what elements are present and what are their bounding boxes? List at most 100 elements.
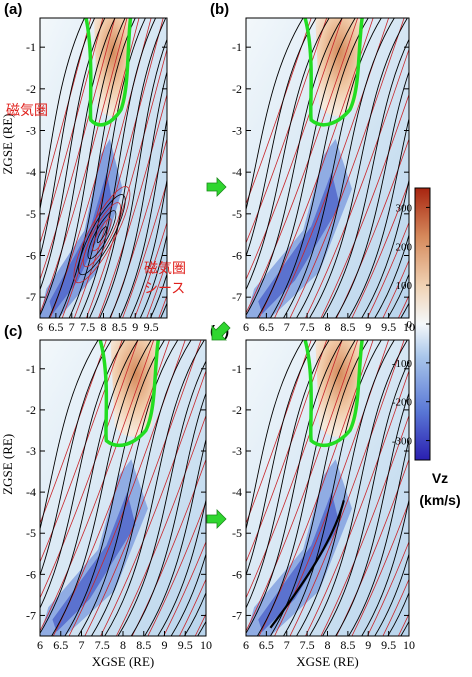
field-line — [109, 70, 167, 318]
x-tick-label: 6 — [37, 320, 43, 334]
field-line — [40, 18, 85, 212]
flow-line — [73, 18, 164, 318]
flow-line — [289, 340, 405, 636]
y-tick-label: -1 — [232, 362, 242, 376]
field-line — [139, 232, 167, 318]
vz-negative-core — [258, 492, 340, 632]
y-tick-label: -4 — [26, 165, 36, 179]
x-tick-label: 8 — [325, 320, 331, 334]
field-line — [246, 18, 343, 316]
panel-d: -1-2-3-4-5-6-766.577.588.599.510(d)XGSE … — [210, 323, 472, 669]
flow-line — [367, 540, 409, 636]
y-tick-label: -2 — [232, 82, 242, 96]
y-tick-label: -7 — [26, 608, 36, 622]
vz-negative-band — [246, 138, 352, 318]
vortex-contour — [73, 186, 131, 284]
x-tick-label: 6.5 — [48, 320, 63, 334]
flow-line — [40, 18, 128, 315]
field-line — [130, 392, 206, 636]
field-line — [335, 70, 409, 318]
panel-b: -1 -2 -3 -4 -5 -6 -7 6 6.5 7 7.5 8 8.5 9 9.5 10 (b) — [210, 1, 472, 334]
plot-area — [246, 340, 472, 636]
colorbar-title: Vz — [432, 470, 448, 486]
flow-line — [305, 369, 409, 636]
field-line — [144, 437, 206, 636]
flow-line — [320, 414, 409, 636]
vz-positive-region — [93, 18, 133, 116]
field-line — [400, 620, 409, 636]
field-line — [427, 340, 472, 636]
field-line — [348, 116, 409, 318]
field-line — [387, 272, 409, 318]
field-line — [246, 18, 317, 258]
flow-line — [367, 221, 409, 318]
arrow-a-to-b — [206, 177, 227, 197]
x-tick-label: 7 — [79, 638, 85, 652]
flow-line — [147, 500, 206, 636]
field-line — [78, 18, 156, 318]
y-tick-label: -5 — [26, 526, 36, 540]
y-tick-label: -6 — [26, 249, 36, 263]
x-tick-label: 10 — [200, 638, 212, 652]
flow-line — [246, 18, 343, 281]
region-annotation: 磁気圏 — [6, 103, 48, 119]
field-line — [374, 233, 409, 318]
colorbar: 300 200 100 0 -100 -200 -300 Vz (km/s) — [392, 187, 461, 508]
field-line — [170, 552, 206, 636]
arrow-b-to-c — [211, 321, 231, 341]
x-tick-label: 6.5 — [259, 638, 274, 652]
flow-line — [98, 93, 167, 318]
y-axis-label: ZGSE (RE) — [0, 434, 15, 495]
field-line — [440, 18, 472, 318]
field-line — [283, 18, 382, 318]
field-line — [51, 340, 152, 636]
field-line — [453, 340, 472, 636]
flow-line — [336, 138, 409, 318]
flow-line — [289, 18, 405, 318]
y-tick-label: -1 — [232, 40, 242, 54]
flow-line — [116, 414, 206, 636]
vortex-contour — [96, 226, 107, 244]
magnetopause-boundary — [98, 340, 161, 447]
flow-line — [85, 47, 167, 318]
plot-area — [246, 18, 472, 318]
flow-line — [351, 180, 409, 318]
x-tick-label: 8.5 — [136, 638, 151, 652]
flow-line — [336, 458, 409, 636]
flow-line — [305, 48, 409, 318]
field-line — [270, 18, 369, 318]
x-tick-label: 6.5 — [53, 638, 68, 652]
x-tick-label: 7.5 — [300, 320, 315, 334]
field-line — [322, 38, 409, 318]
flow-line — [100, 369, 206, 636]
panel-label: (b) — [210, 1, 229, 18]
field-line — [40, 18, 116, 317]
x-tick-label: 8 — [101, 320, 107, 334]
x-tick-label: 10 — [403, 320, 415, 334]
vz-negative-core — [52, 492, 136, 632]
x-tick-label: 6 — [37, 638, 43, 652]
field-line — [119, 116, 167, 318]
x-axis-label: XGSE (RE) — [296, 654, 358, 669]
field-line — [361, 177, 409, 318]
flow-line — [163, 540, 206, 636]
x-tick-label: 10 — [403, 638, 415, 652]
colorbar-tick-label: -300 — [392, 436, 413, 448]
colorbar-tick-label: -200 — [392, 397, 413, 409]
field-line — [335, 392, 409, 636]
field-line — [246, 18, 304, 212]
y-tick-label: -1 — [26, 362, 36, 376]
y-tick-label: -1 — [26, 40, 36, 54]
field-line — [361, 497, 409, 636]
panel-c: -1 -2 -3 -4 -5 -6 -7 6 6.5 7 7.5 8 8.5 9 9.5 10 (c) ZGSE … — [0, 323, 212, 669]
colorbar-tick-label: 100 — [396, 280, 413, 292]
x-tick-label: 7 — [69, 320, 75, 334]
vz-positive-region — [110, 340, 161, 437]
field-line — [246, 340, 304, 531]
flow-line — [382, 259, 409, 318]
field-line — [91, 340, 192, 636]
panel-a: -1 -2 -3 -4 -5 -6 -7 6 6.5 7 7.5 8 8.5 9 9.5 (a) ZGSE (R… — [0, 1, 186, 334]
y-tick-label: -2 — [26, 403, 36, 417]
field-line — [40, 340, 112, 577]
vz-negative-core — [49, 172, 114, 314]
